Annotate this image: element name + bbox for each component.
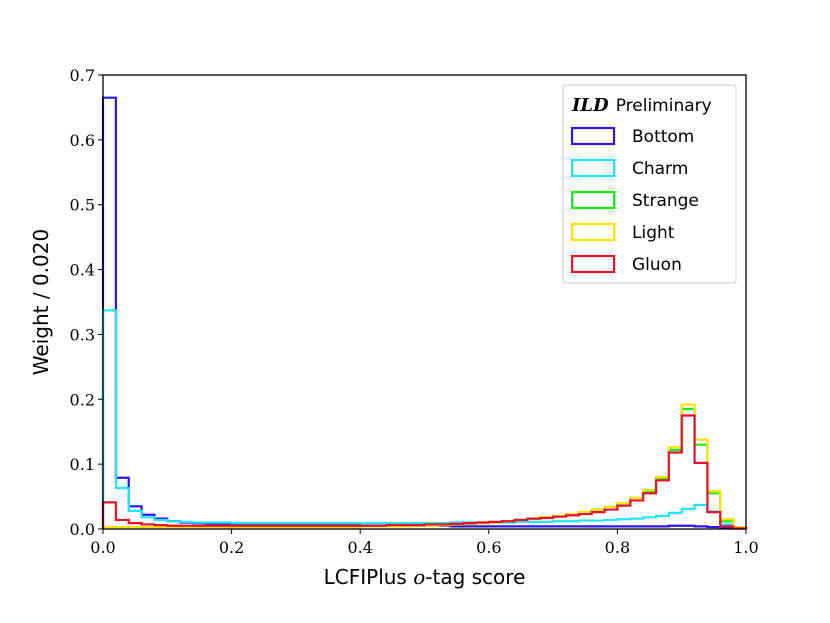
x-tick-label: 0.0 [90, 538, 115, 557]
legend-entry-strange: Strange [570, 190, 699, 211]
legend-entry-gluon: Gluon [570, 254, 682, 275]
y-tick-label: 0.2 [70, 390, 95, 409]
legend-swatch [570, 158, 616, 178]
y-tick-label: 0.7 [70, 66, 95, 85]
legend-label: Gluon [632, 255, 682, 275]
y-tick-label: 0.6 [70, 131, 95, 150]
legend-label: Strange [632, 191, 699, 211]
x-tick-label: 0.8 [605, 538, 630, 557]
legend-swatch [570, 190, 616, 210]
legend-swatch [570, 126, 616, 146]
legend-label: Light [632, 223, 675, 243]
series-light [101, 403, 748, 529]
y-tick-label: 0.1 [70, 455, 95, 474]
legend-title-ild: ILD [571, 95, 609, 116]
y-axis-label: Weight / 0.020 [29, 229, 53, 375]
series-strange [101, 407, 748, 529]
x-axis-label-pre: LCFIPlus [324, 565, 414, 589]
x-axis-label: LCFIPlus o-tag score [324, 565, 526, 589]
legend-swatch [570, 254, 616, 274]
y-tick-label: 0.4 [70, 261, 95, 280]
y-tick-label: 0.3 [70, 325, 95, 344]
x-tick-label: 0.6 [476, 538, 501, 557]
ticks-layer: 0.0 0.2 0.4 0.6 0.8 1.0 0.0 0.1 0.2 0.3 0.4 0.5 0.6 0… [70, 66, 759, 557]
y-tick-label: 0.5 [70, 196, 95, 215]
legend-title: ILD Preliminary [571, 95, 712, 116]
legend-entries: Bottom Charm Strange Light Gluon [570, 126, 699, 275]
x-tick-label: 1.0 [733, 538, 758, 557]
series-charm [101, 309, 748, 530]
legend-entry-bottom: Bottom [570, 126, 694, 147]
legend: ILD Preliminary Bottom Charm Strange Light Gl… [562, 84, 737, 284]
legend-title-preliminary: Preliminary [616, 96, 712, 116]
y-tick-label: 0.0 [70, 520, 95, 539]
series-gluon [101, 414, 748, 530]
x-axis-label-post: -tag score [425, 565, 525, 589]
series-layer [101, 96, 748, 530]
x-tick-label: 0.4 [347, 538, 372, 557]
plot-frame [102, 74, 747, 530]
legend-label: Bottom [632, 127, 694, 147]
legend-entry-charm: Charm [570, 158, 688, 179]
x-tick-label: 0.2 [219, 538, 244, 557]
legend-entry-light: Light [570, 222, 675, 243]
legend-swatch [570, 222, 616, 242]
legend-box [562, 84, 737, 284]
x-axis-label-math: o [413, 565, 425, 589]
legend-label: Charm [632, 159, 688, 179]
